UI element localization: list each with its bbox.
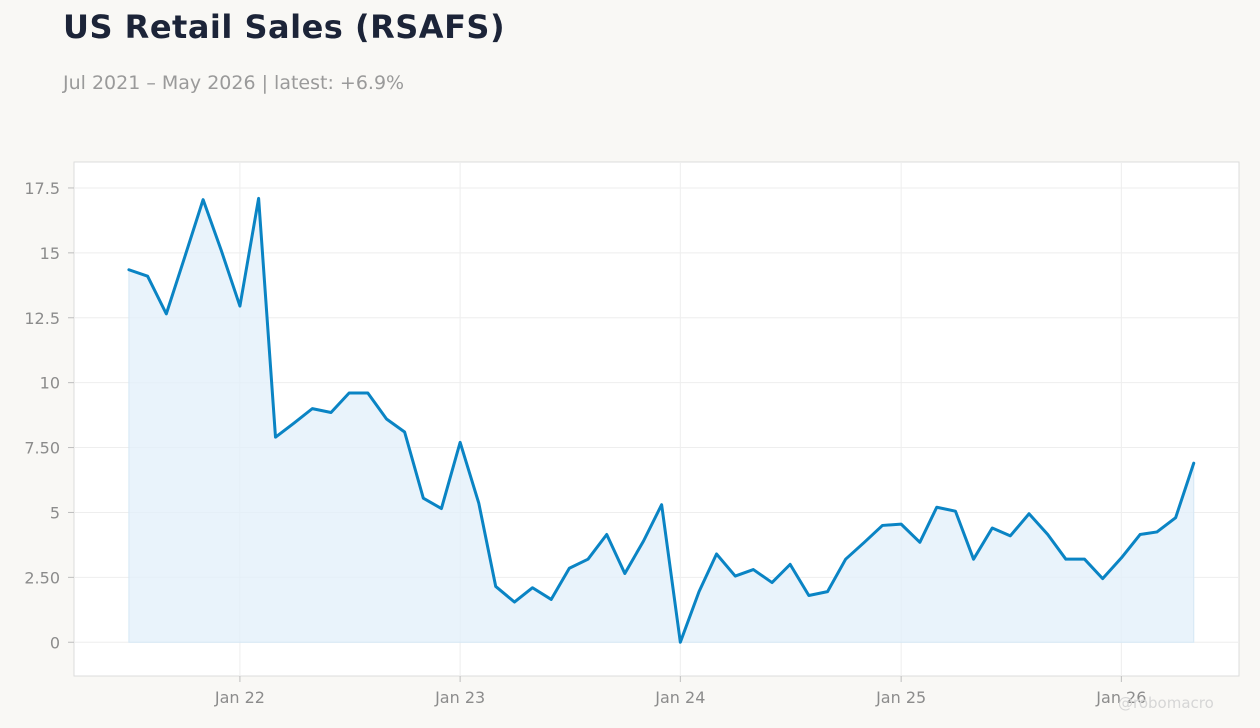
data-point <box>257 197 259 199</box>
data-point <box>531 587 533 589</box>
chart-title: US Retail Sales (RSAFS) <box>63 8 506 46</box>
data-point <box>550 598 552 600</box>
data-point <box>165 313 167 315</box>
data-point <box>752 568 754 570</box>
data-point <box>734 575 736 577</box>
data-point <box>348 392 350 394</box>
x-tick-label: Jan 26 <box>1095 688 1146 707</box>
data-point <box>679 641 681 643</box>
data-point <box>789 563 791 565</box>
data-point <box>808 594 810 596</box>
data-point <box>1156 531 1158 533</box>
y-tick-label: 10 <box>40 374 60 393</box>
y-tick-label: 7.50 <box>24 439 60 458</box>
data-point <box>826 590 828 592</box>
data-point <box>698 590 700 592</box>
y-tick-label: 0 <box>50 633 60 652</box>
data-point <box>936 506 938 508</box>
data-point <box>422 497 424 499</box>
x-tick-label: Jan 24 <box>654 688 705 707</box>
data-point <box>1101 577 1103 579</box>
y-tick-label: 2.50 <box>24 568 60 587</box>
data-point <box>1139 533 1141 535</box>
data-point <box>1047 533 1049 535</box>
data-point <box>440 507 442 509</box>
data-point <box>568 567 570 569</box>
data-point <box>311 407 313 409</box>
data-point <box>146 275 148 277</box>
data-point <box>954 510 956 512</box>
data-point <box>771 581 773 583</box>
y-tick-label: 12.5 <box>24 309 60 328</box>
x-axis: Jan 22 Jan 23 Jan 24 Jan 25 Jan 26 <box>214 676 1146 707</box>
data-point <box>183 257 185 259</box>
data-point <box>202 198 204 200</box>
data-point <box>220 249 222 251</box>
watermark: @robomacro <box>1118 694 1214 712</box>
data-point <box>385 418 387 420</box>
data-point <box>900 523 902 525</box>
y-tick-label: 5 <box>50 503 60 522</box>
x-tick-label: Jan 22 <box>214 688 265 707</box>
x-tick-label: Jan 25 <box>875 688 926 707</box>
data-point <box>715 553 717 555</box>
x-tick-label: Jan 23 <box>434 688 485 707</box>
data-point <box>513 601 515 603</box>
data-point <box>991 527 993 529</box>
data-point <box>587 558 589 560</box>
data-point <box>606 533 608 535</box>
data-point <box>919 541 921 543</box>
data-point <box>478 502 480 504</box>
chart-subtitle: Jul 2021 – May 2026 | latest: +6.9% <box>63 72 405 94</box>
data-point <box>1028 513 1030 515</box>
data-point <box>881 524 883 526</box>
data-point <box>844 558 846 560</box>
data-point <box>1174 516 1176 518</box>
data-point <box>1065 558 1067 560</box>
data-point <box>1009 535 1011 537</box>
data-point <box>495 585 497 587</box>
data-point <box>972 558 974 560</box>
data-point <box>403 431 405 433</box>
data-point <box>459 441 461 443</box>
data-point <box>624 572 626 574</box>
data-point <box>863 541 865 543</box>
data-point <box>367 392 369 394</box>
y-axis: 0 2.50 5 7.50 10 12.5 15 17.5 <box>24 179 74 652</box>
data-point <box>128 269 130 271</box>
data-point <box>1083 558 1085 560</box>
data-point <box>274 436 276 438</box>
data-point <box>1120 557 1122 559</box>
series-line <box>127 196 1196 644</box>
data-point <box>1193 462 1195 464</box>
data-point <box>642 540 644 542</box>
data-point <box>293 422 295 424</box>
y-tick-label: 15 <box>40 244 60 263</box>
series-path <box>127 196 1196 644</box>
data-point <box>239 305 241 307</box>
data-point <box>660 503 662 505</box>
data-point <box>330 411 332 413</box>
y-tick-label: 17.5 <box>24 179 60 198</box>
